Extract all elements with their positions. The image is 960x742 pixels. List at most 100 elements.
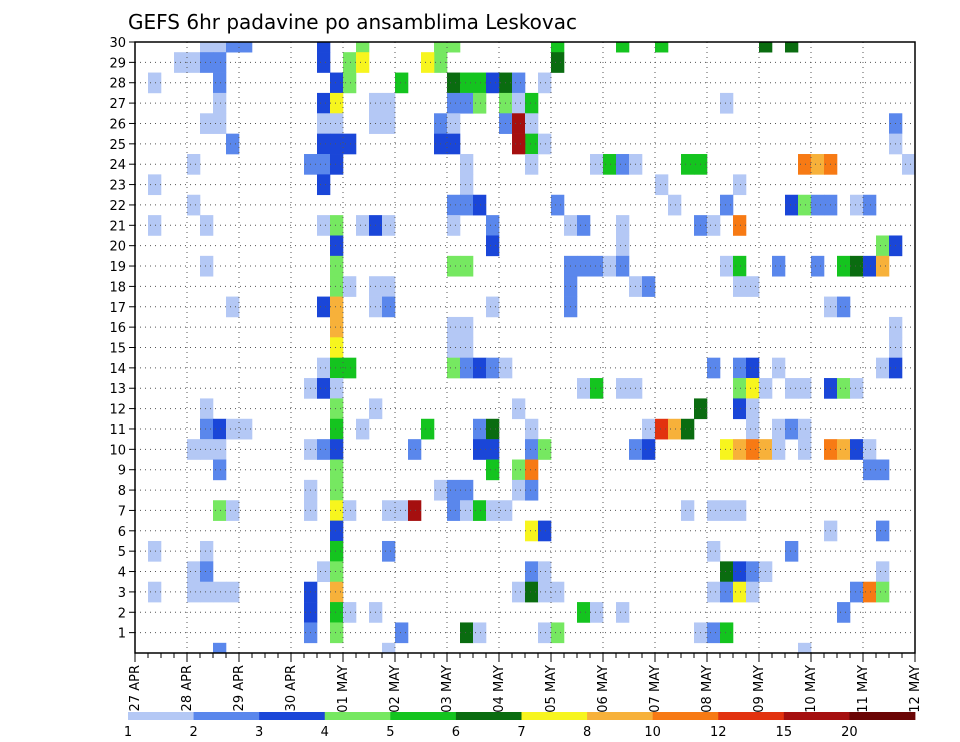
- heatmap-cell: [343, 357, 357, 379]
- heatmap-cell: [655, 42, 669, 53]
- heatmap-cell: [616, 154, 630, 175]
- heatmap-cell: [577, 378, 591, 399]
- heatmap-cell: [148, 72, 162, 94]
- heatmap-cell: [538, 133, 552, 155]
- y-tick-label: 29: [109, 56, 126, 71]
- heatmap-cell: [330, 337, 344, 358]
- heatmap-cell: [473, 500, 487, 521]
- heatmap-cell: [616, 378, 630, 399]
- x-tick-label: 09 MAY: [752, 665, 767, 713]
- legend-swatch: [521, 712, 588, 720]
- heatmap-cell: [330, 255, 344, 277]
- heatmap-cell: [525, 418, 539, 440]
- heatmap-cell: [850, 378, 864, 399]
- heatmap-cell: [486, 235, 500, 257]
- x-tick-label: 06 MAY: [596, 665, 611, 713]
- heatmap-cell: [330, 398, 344, 420]
- heatmap-cell: [707, 215, 721, 236]
- heatmap-cell: [317, 133, 331, 155]
- heatmap-cell: [525, 479, 539, 501]
- heatmap-cell: [447, 316, 461, 338]
- heatmap-cell: [512, 459, 526, 481]
- heatmap-cell: [590, 602, 604, 623]
- heatmap-cell: [486, 296, 500, 318]
- heatmap-cell: [746, 581, 760, 603]
- heatmap-cell: [668, 194, 682, 216]
- heatmap-cell: [200, 418, 214, 440]
- heatmap-cell: [733, 378, 747, 399]
- heatmap-cell: [785, 418, 799, 440]
- heatmap-cell: [486, 72, 500, 94]
- heatmap-cell: [876, 561, 890, 583]
- heatmap-cell: [616, 215, 630, 236]
- heatmap-cell: [512, 133, 526, 155]
- heatmap-cell: [551, 622, 565, 644]
- heatmap-cell: [525, 92, 539, 114]
- heatmap-cell: [512, 479, 526, 501]
- heatmap-cell: [200, 42, 214, 53]
- heatmap-cell: [460, 72, 474, 94]
- heatmap-cell: [525, 520, 539, 542]
- heatmap-cell: [356, 42, 370, 53]
- heatmap-cell: [447, 500, 461, 521]
- heatmap-cell: [408, 439, 422, 460]
- heatmap-cell: [525, 581, 539, 603]
- heatmap-cell: [239, 42, 253, 53]
- heatmap-cell: [577, 602, 591, 623]
- heatmap-cell: [863, 439, 877, 460]
- heatmap-cell: [213, 113, 227, 134]
- heatmap-cell: [343, 52, 357, 73]
- heatmap-cell: [538, 72, 552, 94]
- heatmap-cell: [317, 52, 331, 73]
- heatmap-cell: [668, 418, 682, 440]
- heatmap-cell: [213, 642, 227, 654]
- heatmap-cell: [720, 500, 734, 521]
- heatmap-cell: [330, 276, 344, 297]
- heatmap-cell: [330, 378, 344, 399]
- heatmap-cell: [187, 581, 201, 603]
- heatmap-cell: [551, 42, 565, 53]
- heatmap-cell: [382, 642, 396, 654]
- heatmap-cell: [447, 255, 461, 277]
- x-tick-label: 28 APR: [180, 665, 195, 711]
- x-tick-label: 29 APR: [232, 665, 247, 711]
- heatmap-cell: [486, 459, 500, 481]
- legend-swatch: [259, 712, 326, 720]
- heatmap-cell: [343, 500, 357, 521]
- heatmap-cell: [850, 581, 864, 603]
- heatmap-cell: [317, 174, 331, 196]
- heatmap-cell: [707, 581, 721, 603]
- legend-label: 12: [710, 725, 727, 740]
- heatmap-cell: [681, 418, 695, 440]
- heatmap-cell: [837, 439, 851, 460]
- heatmap-cell: [616, 42, 630, 53]
- heatmap-cell: [330, 622, 344, 644]
- heatmap-cell: [720, 622, 734, 644]
- heatmap-cell: [447, 133, 461, 155]
- heatmap-cell: [148, 581, 162, 603]
- heatmap-cell: [798, 194, 812, 216]
- legend-label: 7: [517, 725, 525, 740]
- heatmap-cell: [148, 540, 162, 562]
- heatmap-cell: [798, 642, 812, 654]
- heatmap-cell: [798, 154, 812, 175]
- legend-label: 8: [583, 725, 591, 740]
- heatmap-cell: [200, 561, 214, 583]
- heatmap-cell: [460, 154, 474, 175]
- heatmap-cell: [330, 479, 344, 501]
- y-tick-label: 19: [109, 260, 126, 275]
- x-tick-label: 03 MAY: [440, 665, 455, 713]
- legend-label: 15: [776, 725, 793, 740]
- heatmap-cell: [317, 296, 331, 318]
- heatmap-cell: [356, 52, 370, 73]
- heatmap-cell: [486, 357, 500, 379]
- y-tick-label: 13: [109, 382, 126, 397]
- x-tick-label: 07 MAY: [648, 665, 663, 713]
- heatmap-cell: [447, 42, 461, 53]
- heatmap-cell: [733, 357, 747, 379]
- heatmap-cell: [343, 72, 357, 94]
- y-axis: 1234567891011121314151617181920212223242…: [109, 36, 135, 642]
- heatmap-cells: [148, 42, 916, 654]
- heatmap-cell: [655, 174, 669, 196]
- y-tick-label: 12: [109, 403, 126, 418]
